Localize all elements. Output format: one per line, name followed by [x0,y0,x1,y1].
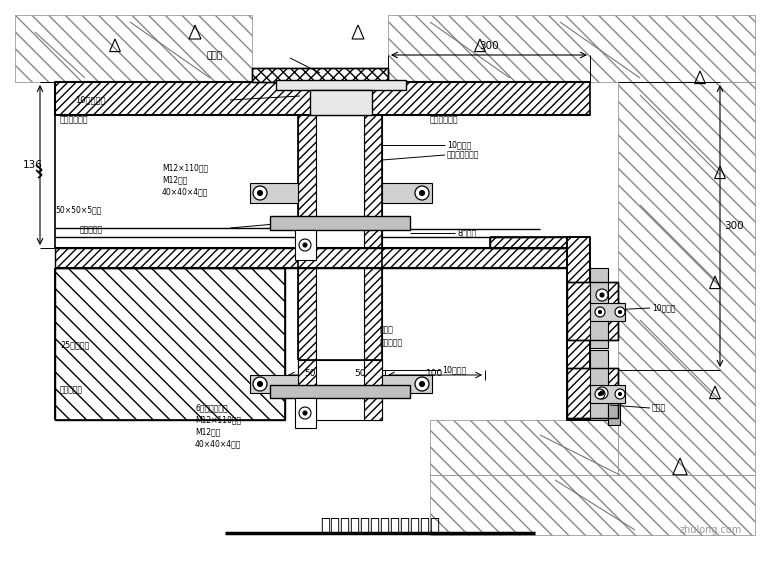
Bar [298,360,382,420]
Text: 10号槽钢: 10号槽钢 [442,366,466,375]
Polygon shape [618,82,755,475]
Text: 10号槽钢: 10号槽钢 [447,140,471,149]
Text: 不锈钢挂件: 不锈钢挂件 [80,225,103,234]
Circle shape [615,307,625,317]
Text: 预埋件: 预埋件 [652,404,667,413]
Bar [298,360,316,420]
Circle shape [415,186,429,200]
Bar [270,216,410,230]
Circle shape [415,377,429,391]
Circle shape [596,289,608,301]
Text: 不锈钢蝶形托座: 不锈钢蝶形托座 [447,151,480,160]
Bar [250,183,298,203]
Text: 50×50×5角钢: 50×50×5角钢 [55,205,101,215]
Bar [567,282,618,340]
Text: 50: 50 [354,368,366,378]
Circle shape [599,311,601,314]
Bar [310,90,372,115]
Bar [608,395,620,425]
Text: 10厚钢板: 10厚钢板 [652,303,676,312]
Bar [382,183,432,203]
Text: 预埋件: 预埋件 [207,52,223,61]
Circle shape [595,307,605,317]
Circle shape [299,407,311,419]
Circle shape [600,293,604,297]
Bar [590,303,625,321]
Text: 土建结构边线: 土建结构边线 [430,115,458,125]
Text: 8厚铝板: 8厚铝板 [457,229,477,238]
Text: M12×110锚栓: M12×110锚栓 [195,415,241,424]
Circle shape [420,191,425,195]
Text: 尺寸控制线: 尺寸控制线 [60,385,83,395]
Text: 泡沫棒填充: 泡沫棒填充 [380,338,403,348]
Text: 10号连接件: 10号连接件 [75,96,106,105]
Text: 50: 50 [304,368,315,378]
Bar [490,237,567,248]
Text: 25厚磊晶石: 25厚磊晶石 [60,341,89,349]
Bar [590,385,625,403]
Circle shape [596,387,608,399]
Circle shape [299,239,311,251]
Bar [567,368,618,418]
Text: 土建结构边线: 土建结构边线 [60,115,88,125]
Bar [276,80,406,90]
Text: 40×40×4垫片: 40×40×4垫片 [162,187,208,196]
Text: M12螺母: M12螺母 [162,175,188,185]
Text: 40×40×4垫片: 40×40×4垫片 [195,440,242,448]
Circle shape [600,391,604,395]
Bar [590,350,608,420]
Circle shape [420,381,425,387]
Bar [590,268,608,348]
Text: 300: 300 [724,221,743,231]
Circle shape [303,243,307,247]
Text: 100: 100 [426,368,444,378]
Text: 干挂石材竖向主节点大样图: 干挂石材竖向主节点大样图 [320,516,440,534]
Circle shape [258,191,262,195]
Bar [382,375,432,393]
Bar [55,248,567,268]
Text: 6厚不锈钢挂件: 6厚不锈钢挂件 [195,404,228,413]
Bar [364,360,382,420]
Bar [252,68,388,82]
Bar [295,230,316,260]
Polygon shape [388,15,755,82]
Text: M12螺母: M12螺母 [195,427,220,436]
Polygon shape [430,420,618,475]
Text: zhulong.com: zhulong.com [680,525,743,535]
Circle shape [615,389,625,399]
Text: 136: 136 [23,160,43,170]
Polygon shape [430,475,755,535]
Circle shape [303,411,307,415]
Bar [298,115,316,360]
Circle shape [253,377,267,391]
Bar [250,375,298,393]
Bar [270,385,410,398]
Circle shape [258,381,262,387]
Bar [55,268,285,420]
Bar [567,237,590,420]
Circle shape [619,311,622,314]
Circle shape [619,392,622,396]
Bar [295,398,316,428]
Circle shape [599,392,601,396]
Circle shape [595,389,605,399]
Bar [364,115,382,360]
Circle shape [253,186,267,200]
Bar [316,115,364,360]
Text: 300: 300 [480,41,499,51]
Text: 耐候密: 耐候密 [380,325,394,335]
Text: M12×110锚栓: M12×110锚栓 [162,164,208,173]
Polygon shape [15,15,252,82]
Bar [55,82,590,115]
